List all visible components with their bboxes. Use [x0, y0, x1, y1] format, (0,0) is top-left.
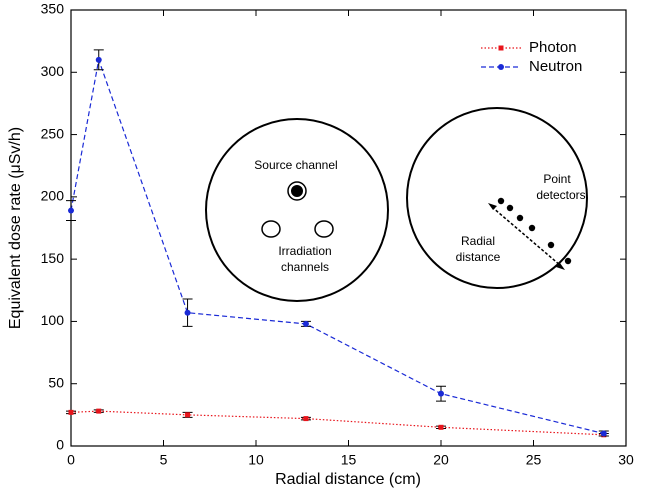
radial-arrow: [491, 206, 562, 267]
y-tick-label: 0: [56, 437, 64, 453]
marker: [600, 430, 607, 437]
y-tick-label: 250: [41, 125, 65, 141]
marker: [303, 416, 309, 422]
marker: [184, 309, 191, 316]
x-tick-label: 30: [618, 452, 634, 468]
series: [66, 408, 609, 438]
annotation: Point: [543, 172, 571, 186]
marker: [302, 320, 309, 327]
legend-marker: [498, 64, 504, 70]
x-tick-label: 20: [433, 452, 449, 468]
marker: [438, 390, 444, 397]
annotation: distance: [456, 250, 501, 264]
inset-diagram: [205, 107, 588, 302]
inset-circle: [205, 118, 389, 302]
y-tick-label: 200: [41, 188, 65, 204]
annotation: detectors: [536, 188, 585, 202]
annotation: Irradiation: [278, 244, 331, 258]
y-tick-label: 150: [41, 250, 65, 266]
source-channel-ring: [287, 181, 307, 201]
series: [66, 49, 609, 437]
x-tick-label: 5: [160, 452, 168, 468]
annotation: Source channel: [254, 158, 337, 172]
x-tick-label: 25: [526, 452, 542, 468]
x-axis-label: Radial distance (cm): [275, 471, 421, 488]
x-tick-label: 15: [341, 452, 357, 468]
marker: [96, 408, 102, 414]
legend-label: Photon: [529, 39, 577, 56]
legend-label: Neutron: [529, 58, 582, 75]
annotation: Radial: [461, 234, 495, 248]
source-channel: [291, 185, 303, 197]
marker: [95, 56, 102, 63]
marker: [68, 409, 74, 415]
plot-frame: [70, 9, 627, 447]
x-tick-label: 0: [67, 452, 75, 468]
irradiation-channel: [314, 220, 334, 238]
y-tick-label: 300: [41, 63, 65, 79]
marker: [68, 207, 74, 214]
x-tick-label: 10: [248, 452, 264, 468]
inset-circle: [406, 107, 588, 289]
y-tick-label: 100: [41, 312, 65, 328]
annotation: channels: [281, 260, 329, 274]
series-line: [70, 57, 604, 435]
point-detectors: [497, 197, 572, 265]
y-tick-label: 50: [48, 374, 64, 390]
legend-marker: [498, 45, 504, 51]
marker: [185, 412, 191, 418]
y-axis-label: Equivalent dose rate (μSv/h): [7, 127, 24, 329]
marker: [438, 424, 444, 430]
y-tick-label: 350: [41, 1, 65, 17]
irradiation-channel: [261, 220, 281, 238]
series-line: [70, 410, 604, 436]
